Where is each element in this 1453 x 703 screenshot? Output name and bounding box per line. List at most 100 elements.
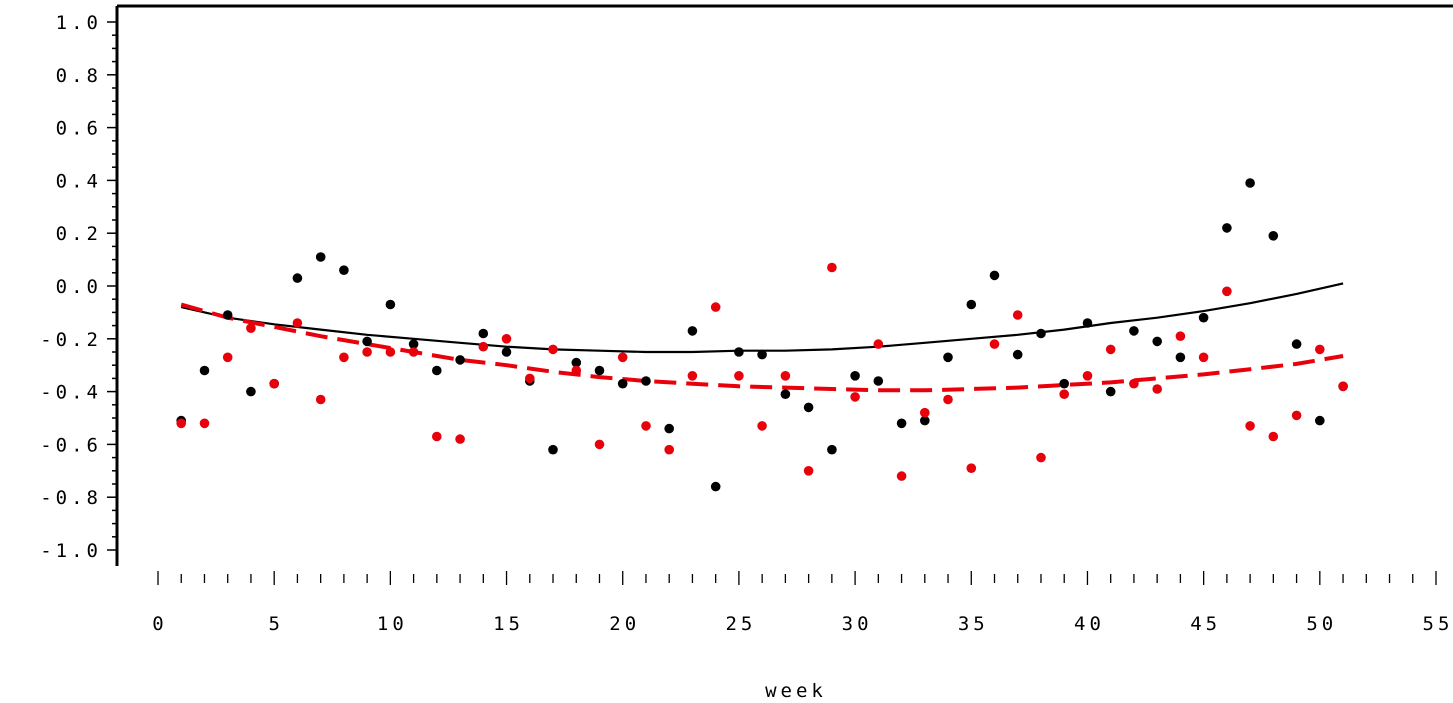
black-point [920,415,930,426]
y-tick-label: 0.6 [56,118,102,140]
red-point [176,418,186,429]
black-point [966,299,977,310]
y-tick-label: 0.2 [56,223,102,245]
black-point [548,444,558,455]
red-point [617,352,628,363]
black-point [315,252,326,262]
black-point [339,265,349,276]
red-point [339,352,349,363]
y-axis-ticks [107,21,117,551]
black-point [1268,231,1279,241]
x-tick-label: 0 [152,613,167,635]
red-point [1291,410,1302,421]
black-point [594,365,605,376]
red-point [1245,421,1255,431]
y-tick-label: -0.6 [40,434,102,456]
x-tick-label: 50 [1306,613,1337,635]
black-point [1315,415,1325,426]
red-point [710,302,721,312]
y-tick-label: -0.8 [40,487,102,509]
red-point [501,334,512,344]
black-point [1152,336,1162,347]
black-point [989,270,1000,281]
y-axis-tick-labels: -1.0 -0.8 -0.6 -0.4 -0.2 0.0 0.2 0.4 0.6 0.8 1.0 [40,12,102,562]
red-point [362,347,372,357]
red-point [385,347,396,357]
x-tick-label: 25 [725,613,756,635]
black-point [362,336,372,347]
red-point [1152,384,1162,394]
red-point [757,421,767,431]
red-point [1338,381,1348,392]
red-point [455,434,465,444]
x-tick-label: 45 [1190,613,1221,635]
black-point [571,357,582,368]
data-points [176,178,1348,492]
black-point [478,328,489,339]
red-point [315,394,326,405]
red-point [1222,286,1232,297]
red-point [1129,378,1139,389]
plot-frame [115,4,1453,566]
black-point [1012,349,1023,360]
black-point [455,355,465,365]
red-point [594,439,605,450]
red-point [780,371,791,381]
black-point [1175,352,1186,363]
black-point [641,376,651,386]
black-point [1198,312,1209,323]
red-point [803,466,814,476]
black-point [873,376,884,386]
black-point [617,378,628,389]
y-tick-label: -0.4 [40,382,102,404]
red-point [827,262,837,273]
red-point [1036,452,1046,463]
y-tick-label: 0.0 [56,276,102,298]
black-point [1105,386,1116,397]
black-point [896,418,907,429]
y-tick-label: 0.4 [56,170,102,192]
black-point [803,402,814,413]
black-point [734,347,744,357]
red-point [734,371,744,381]
red-point [432,431,442,442]
red-point [989,339,1000,349]
x-tick-label: 10 [377,613,408,635]
red-point [943,394,953,405]
black-point [1129,326,1139,336]
y-tick-label: 1.0 [56,12,102,34]
trend-line-red-dashed [180,302,1344,393]
black-point [757,349,767,360]
red-point [292,318,303,328]
red-point [408,347,419,357]
black-point [1245,178,1255,188]
x-tick-label: 55 [1423,613,1453,635]
black-point [827,444,837,455]
red-point [1105,344,1116,355]
x-tick-label: 5 [268,613,283,635]
trend-lines [180,282,1344,393]
black-point [432,365,442,376]
red-point [920,407,930,418]
black-point [1059,378,1069,389]
black-point [501,347,512,357]
black-point [687,326,698,336]
red-point [1198,352,1209,363]
red-point [896,471,907,481]
red-point [687,371,698,381]
x-axis-label: week [765,680,827,702]
black-point [408,339,419,349]
red-point [571,365,582,376]
black-point [780,389,791,400]
red-point [1315,344,1325,355]
red-point [1175,331,1186,342]
x-axis-ticks [157,571,1437,585]
black-point [222,310,233,320]
y-tick-label: -1.0 [40,540,102,562]
red-point [873,339,884,349]
black-point [385,299,396,310]
red-point [1012,310,1023,320]
red-point [269,378,280,389]
black-point [943,352,953,363]
